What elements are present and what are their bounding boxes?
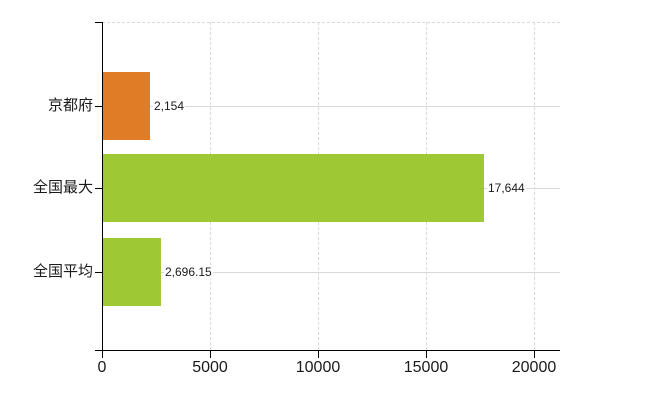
category-label: 京都府 [47,97,93,114]
x-tick-label: 5000 [192,359,228,376]
x-axis-tick [426,351,427,358]
y-axis-tick [95,272,102,273]
x-axis-tick [210,351,211,358]
bar-value-label: 2,154 [153,99,186,113]
bar-value-label: 17,644 [487,181,526,195]
category-label: 全国最大 [32,179,93,196]
bar [103,154,484,222]
category-label: 全国平均 [32,263,93,280]
x-axis-tick [534,351,535,358]
x-tick-label: 20000 [511,359,557,376]
y-axis-tick [95,188,102,189]
x-axis-tick [102,351,103,358]
h-gridline [102,106,560,107]
x-tick-label: 0 [97,359,107,376]
y-axis-tick [95,106,102,107]
x-tick-label: 10000 [295,359,341,376]
bar [103,238,161,306]
plot-top-border [102,22,560,23]
v-gridline [534,22,535,350]
bar-value-label: 2,696.15 [164,265,213,279]
y-axis-tick [95,22,102,23]
y-axis-line [102,22,103,350]
x-axis-tick [318,351,319,358]
x-tick-label: 15000 [403,359,449,376]
bar [103,72,150,140]
h-gridline [102,272,560,273]
x-axis-line [95,350,560,351]
